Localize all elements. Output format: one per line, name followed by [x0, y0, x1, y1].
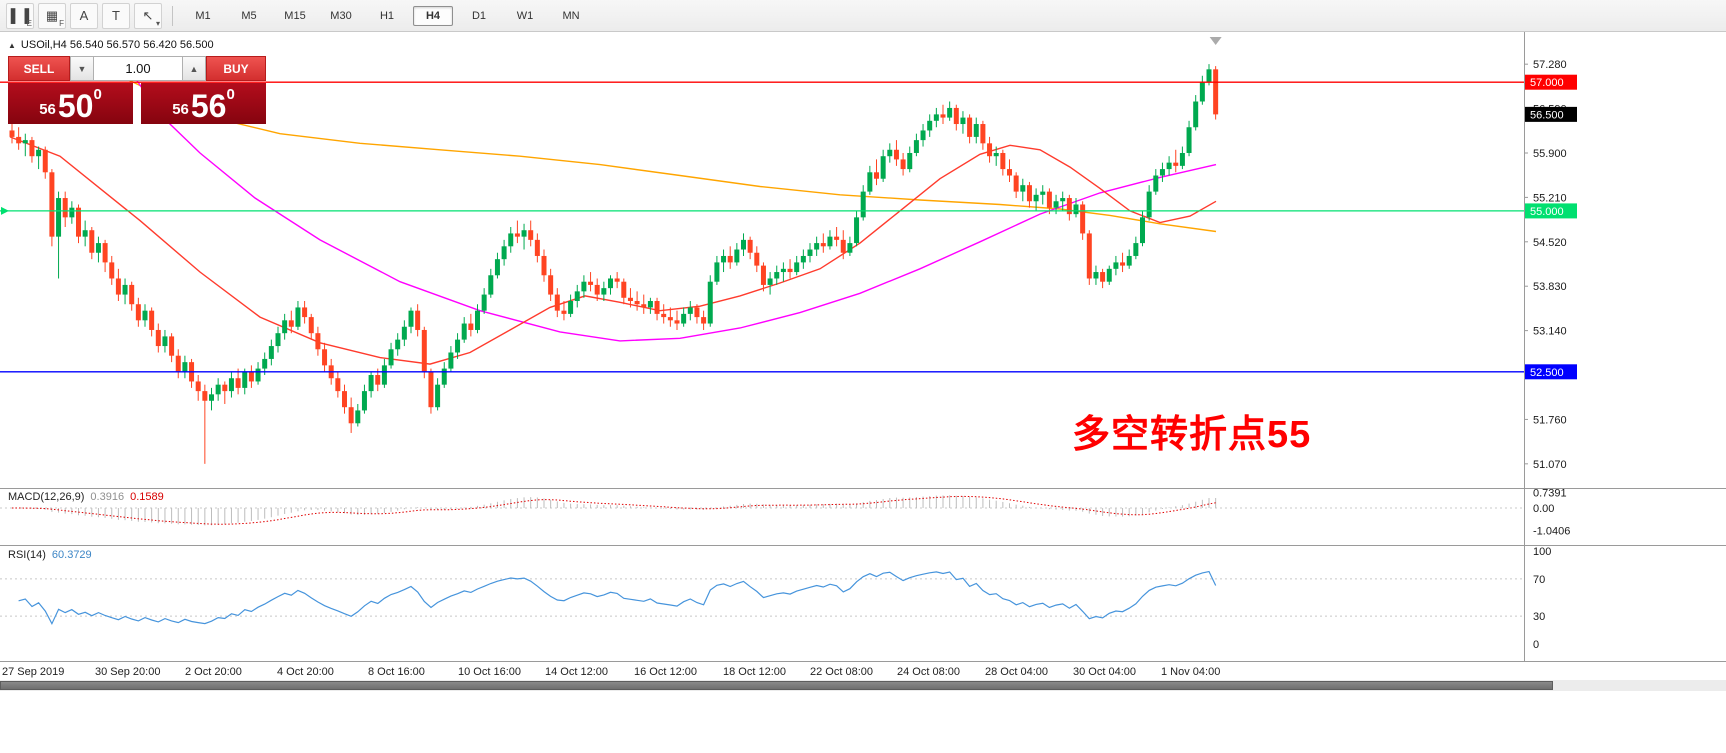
svg-text:51.760: 51.760 — [1533, 414, 1567, 426]
chevron-up-icon: ▲ — [189, 63, 199, 74]
hline-left-marker-icon — [1, 206, 9, 215]
sell-button[interactable]: SELL — [8, 56, 70, 81]
timeframe-bar: M1 M5 M15 M30 H1 H4 D1 W1 MN — [183, 5, 593, 26]
horizontal-line-objects[interactable]: 57.000 55.000 52.500 — [0, 74, 1577, 380]
ask-price-main: 56 — [190, 87, 227, 124]
svg-text:55.000: 55.000 — [1530, 206, 1564, 218]
timeframe-button-d1[interactable]: D1 — [471, 9, 487, 22]
text-annotation-icon[interactable]: A — [70, 2, 98, 29]
chart-annotation-text[interactable]: 多空转折点55 — [1072, 414, 1312, 456]
buy-button[interactable]: BUY — [206, 56, 266, 81]
svg-text:28 Oct 04:00: 28 Oct 04:00 — [985, 666, 1048, 678]
rsi-value: 60.3729 — [51, 549, 92, 561]
ask-price-sup: 0 — [226, 86, 235, 103]
cursor-tool-icon[interactable]: ↖ ▾ — [134, 2, 162, 29]
svg-text:18 Oct 12:00: 18 Oct 12:00 — [723, 666, 786, 678]
svg-text:30 Oct 04:00: 30 Oct 04:00 — [1073, 666, 1136, 678]
svg-text:2 Oct 20:00: 2 Oct 20:00 — [185, 666, 242, 678]
svg-text:8 Oct 16:00: 8 Oct 16:00 — [368, 666, 425, 678]
svg-text:53.830: 53.830 — [1533, 281, 1567, 293]
bid-price-main: 50 — [57, 87, 94, 124]
toolbar-separator — [172, 5, 173, 26]
timeframe-button-m30[interactable]: M30 — [330, 9, 352, 22]
chart-shift-marker-icon[interactable] — [1209, 37, 1222, 45]
text-label-icon[interactable]: T — [102, 2, 130, 29]
svg-text:53.140: 53.140 — [1533, 326, 1567, 338]
macd-indicator-label: MACD(12,26,9) 0.3916 0.1589 — [8, 491, 164, 503]
bid-price-box[interactable]: 56 50 0 — [8, 83, 133, 124]
svg-text:51.070: 51.070 — [1533, 459, 1567, 471]
rsi-line — [18, 570, 1217, 626]
volume-increase-button[interactable]: ▲ — [182, 56, 206, 81]
svg-text:70: 70 — [1533, 574, 1545, 586]
svg-text:56.500: 56.500 — [1530, 109, 1564, 121]
slow-ma-orange — [119, 75, 1217, 233]
macd-panel: 0.7391 0.00 -1.0406 — [0, 488, 1570, 538]
symbol-ohlc-text: USOil,H4 56.540 56.570 56.420 56.500 — [20, 39, 214, 51]
svg-text:30 Sep 20:00: 30 Sep 20:00 — [95, 666, 160, 678]
timeframe-button-m5[interactable]: M5 — [241, 9, 257, 22]
timeframe-button-h4[interactable]: H4 — [413, 5, 453, 26]
macd-signal-line — [12, 495, 1216, 525]
svg-text:4 Oct 20:00: 4 Oct 20:00 — [277, 666, 334, 678]
volume-input[interactable] — [94, 56, 182, 81]
ask-price-box[interactable]: 56 56 0 — [141, 83, 266, 124]
panel-separators — [0, 32, 1726, 662]
svg-text:57.280: 57.280 — [1533, 59, 1567, 71]
bid-ask-row: 56 50 0 56 56 0 — [8, 83, 266, 124]
price-axis: 57.28056.59055.90055.21054.52053.83053.1… — [1524, 59, 1567, 471]
svg-text:55.210: 55.210 — [1533, 192, 1567, 204]
svg-text:57.000: 57.000 — [1530, 77, 1564, 89]
svg-text:0.00: 0.00 — [1533, 503, 1554, 515]
svg-text:0: 0 — [1533, 639, 1539, 651]
grid-icon[interactable]: ▦ F — [38, 2, 66, 29]
timeframe-button-mn[interactable]: MN — [562, 9, 580, 22]
svg-text:30: 30 — [1533, 611, 1545, 623]
one-click-trade-panel: SELL ▼ ▲ BUY 56 50 0 56 56 0 — [8, 56, 266, 124]
svg-text:14 Oct 12:00: 14 Oct 12:00 — [545, 666, 608, 678]
horizontal-scrollbar[interactable] — [0, 680, 1726, 691]
svg-text:16 Oct 12:00: 16 Oct 12:00 — [634, 666, 697, 678]
svg-text:52.500: 52.500 — [1530, 367, 1564, 379]
svg-text:54.520: 54.520 — [1533, 237, 1567, 249]
svg-text:100: 100 — [1533, 546, 1551, 558]
macd-main-value: 0.3916 — [90, 491, 125, 503]
svg-text:10 Oct 16:00: 10 Oct 16:00 — [458, 666, 521, 678]
medium-ma-magenta — [124, 62, 1217, 342]
date-axis: 27 Sep 2019 30 Sep 20:00 2 Oct 20:00 4 Oct … — [2, 666, 1220, 678]
candlestick-chart-icon[interactable]: ▌▐ E — [6, 2, 34, 29]
svg-text:-1.0406: -1.0406 — [1533, 526, 1570, 538]
timeframe-button-w1[interactable]: W1 — [516, 9, 534, 22]
svg-text:0.7391: 0.7391 — [1533, 488, 1567, 500]
trade-controls-row: SELL ▼ ▲ BUY — [8, 56, 266, 81]
bid-price-prefix: 56 — [39, 101, 56, 118]
scrollbar-thumb[interactable] — [0, 681, 1553, 690]
current-price-badge: 56.500 — [1525, 106, 1577, 122]
svg-text:55.900: 55.900 — [1533, 148, 1567, 160]
timeframe-button-m15[interactable]: M15 — [284, 9, 306, 22]
candles-layer — [9, 64, 1219, 464]
toolbar-tools: ▌▐ E ▦ F A T ↖ ▾ — [6, 2, 162, 29]
svg-text:27 Sep 2019: 27 Sep 2019 — [2, 666, 64, 678]
chevron-down-icon: ▼ — [77, 63, 87, 74]
timeframe-button-m1[interactable]: M1 — [195, 9, 211, 22]
timeframe-button-h1[interactable]: H1 — [379, 9, 395, 22]
rsi-name: RSI(14) — [8, 549, 46, 561]
ask-price-prefix: 56 — [172, 101, 189, 118]
svg-text:24 Oct 08:00: 24 Oct 08:00 — [897, 666, 960, 678]
macd-name: MACD(12,26,9) — [8, 491, 85, 503]
volume-decrease-button[interactable]: ▼ — [70, 56, 94, 81]
svg-text:22 Oct 08:00: 22 Oct 08:00 — [810, 666, 873, 678]
rsi-indicator-label: RSI(14) 60.3729 — [8, 549, 92, 561]
fast-ma-red — [9, 136, 1217, 365]
symbol-info[interactable]: ▲ USOil,H4 56.540 56.570 56.420 56.500 — [8, 39, 214, 51]
collapse-panel-icon[interactable]: ▲ — [8, 40, 16, 50]
svg-text:1 Nov 04:00: 1 Nov 04:00 — [1161, 666, 1220, 678]
macd-signal-value: 0.1589 — [130, 491, 164, 503]
bid-price-sup: 0 — [93, 86, 102, 103]
toolbar: ▌▐ E ▦ F A T ↖ ▾ M1 M5 M15 M30 H1 H4 D1 W1 MN — [0, 0, 1726, 32]
rsi-panel: 100 70 30 0 — [0, 546, 1551, 651]
